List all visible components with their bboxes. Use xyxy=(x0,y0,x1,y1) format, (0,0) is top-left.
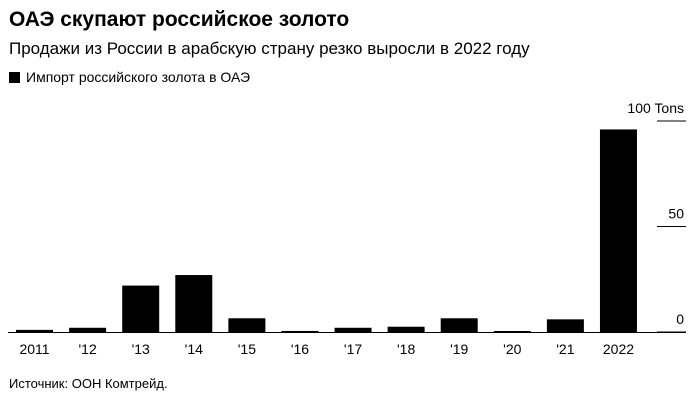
legend-swatch xyxy=(9,71,20,83)
x-tick-label: '18 xyxy=(397,341,415,357)
bar xyxy=(69,327,107,332)
x-tick-label: '14 xyxy=(185,341,203,357)
x-tick-label: '13 xyxy=(132,341,150,357)
x-tick-label: '20 xyxy=(503,341,521,357)
x-tick-label: '12 xyxy=(79,341,97,357)
legend-label: Импорт российского золота в ОАЭ xyxy=(26,69,251,85)
source-note: Источник: ООН Комтрейд. xyxy=(9,376,168,391)
x-tick-label: '15 xyxy=(238,341,256,357)
bar xyxy=(122,285,160,332)
bar xyxy=(440,318,478,332)
bar xyxy=(387,326,425,332)
x-tick-label: '16 xyxy=(291,341,309,357)
bar xyxy=(228,318,266,332)
legend: Импорт российского золота в ОАЭ xyxy=(9,68,250,86)
x-tick-label: '21 xyxy=(556,341,574,357)
x-tick-label: '17 xyxy=(344,341,362,357)
bar xyxy=(334,327,372,332)
chart-subtitle: Продажи из России в арабскую страну резк… xyxy=(9,39,530,58)
x-tick-label: '19 xyxy=(450,341,468,357)
x-tick-label: 2022 xyxy=(603,341,634,357)
y-tick-label: 100 Tons xyxy=(627,100,684,116)
y-tick-label: 50 xyxy=(668,206,684,222)
y-tick-label: 0 xyxy=(676,311,684,327)
x-tick-label: 2011 xyxy=(19,341,49,357)
chart-title: ОАЭ скупают российское золото xyxy=(9,8,350,31)
bar xyxy=(16,329,54,332)
bar xyxy=(599,129,637,332)
bar xyxy=(546,319,584,332)
bar xyxy=(175,275,213,332)
bar xyxy=(281,330,319,332)
bar xyxy=(493,331,531,332)
